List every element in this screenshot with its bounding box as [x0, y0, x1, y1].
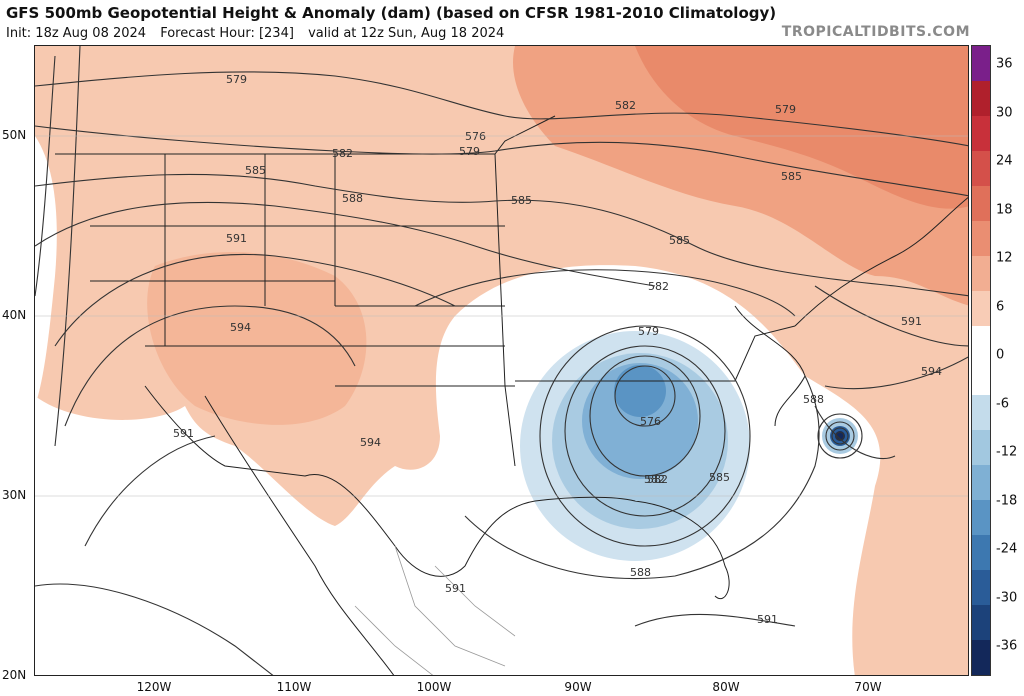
lat-label: 50N — [2, 128, 27, 142]
colorbar-segment — [972, 220, 990, 256]
chart-subtitle: Init: 18z Aug 08 2024 Forecast Hour: [23… — [6, 26, 514, 41]
contour-label: 582 — [615, 99, 636, 112]
colorbar-label: -18 — [996, 493, 1018, 508]
colorbar-segment — [972, 535, 990, 571]
colorbar-label: -30 — [996, 590, 1018, 605]
contour-label: 594 — [921, 365, 942, 378]
forecast-hour: Forecast Hour: [234] — [160, 26, 294, 41]
contour-label: 579 — [459, 145, 480, 158]
contour-label: 594 — [230, 321, 251, 334]
contour-label: 585 — [245, 164, 266, 177]
contour-label: 576 — [465, 130, 486, 143]
lat-label: 40N — [2, 308, 27, 322]
chart-title: GFS 500mb Geopotential Height & Anomaly … — [6, 4, 777, 22]
height-contours — [35, 46, 968, 675]
contour-label: 585 — [709, 471, 730, 484]
colorbar-segment — [972, 46, 990, 81]
lon-label: 110W — [276, 680, 312, 694]
west-coast-neutral — [35, 136, 57, 406]
contour-label: 591 — [757, 613, 778, 626]
colorbar-label: 12 — [996, 250, 1013, 266]
colorbar-label: -36 — [996, 638, 1018, 654]
colorbar-label: 30 — [996, 105, 1013, 120]
valid-time: valid at 12z Sun, Aug 18 2024 — [308, 26, 505, 41]
colorbar-segment — [972, 290, 990, 326]
colorbar-segment — [972, 500, 990, 536]
contour-label: 579 — [638, 325, 659, 338]
colorbar-segment — [972, 255, 990, 291]
contour-label: 594 — [360, 436, 381, 449]
colorbar-segment — [972, 430, 990, 466]
colorbar-segment — [972, 185, 990, 221]
contour-label: 591 — [445, 582, 466, 595]
lon-label: 90W — [564, 680, 592, 694]
colorbar — [971, 45, 991, 676]
source-brand: TROPICALTIDBITS.COM — [781, 24, 970, 40]
colorbar-segment — [972, 115, 990, 151]
colorbar-segment — [972, 360, 990, 396]
colorbar-label: 6 — [996, 299, 1005, 314]
colorbar-segment — [972, 570, 990, 605]
positive-anomaly-core-ne — [635, 46, 968, 209]
contour-label: 582 — [644, 473, 665, 486]
mexico-borders — [354, 545, 516, 675]
lon-label: 70W — [854, 680, 882, 694]
contour-label: 576 — [640, 415, 661, 428]
contour-label: 579 — [226, 73, 247, 86]
lat-label: 30N — [2, 488, 27, 502]
negative-anomaly-core — [614, 365, 666, 417]
colorbar-label: 18 — [996, 202, 1013, 217]
colorbar-segment — [972, 325, 990, 361]
hurricane-anomaly-core — [835, 431, 845, 441]
contour-label: 582 — [647, 473, 668, 486]
contour-labels: 579 576 579 582 585 588 591 594 582 585 … — [173, 73, 942, 626]
colorbar-label: 24 — [996, 153, 1013, 169]
lon-label: 120W — [136, 680, 172, 694]
contour-label: 582 — [332, 147, 353, 160]
graticule — [35, 135, 968, 497]
contour-label: 588 — [803, 393, 824, 406]
colorbar-segment — [972, 150, 990, 186]
colorbar-segment — [972, 605, 990, 640]
anomaly-map: 579 576 579 582 585 588 591 594 582 585 … — [34, 45, 969, 676]
colorbar-label: -6 — [996, 396, 1009, 411]
lat-label: 20N — [2, 668, 27, 682]
colorbar-label: 36 — [996, 56, 1013, 72]
contour-label: 591 — [226, 232, 247, 245]
contour-label: 585 — [781, 170, 802, 183]
colorbar-segment — [972, 80, 990, 116]
southwest-warm — [147, 252, 367, 425]
borders — [55, 115, 968, 675]
contour-label: 582 — [648, 280, 669, 293]
colorbar-segment — [972, 639, 990, 675]
lon-label: 100W — [416, 680, 452, 694]
colorbar-label: 0 — [996, 347, 1005, 363]
contour-label: 588 — [342, 192, 363, 205]
lon-label: 80W — [712, 680, 740, 694]
contour-label: 591 — [173, 427, 194, 440]
init-time: Init: 18z Aug 08 2024 — [6, 26, 147, 41]
negative-anomaly-inner — [582, 363, 698, 479]
colorbar-segment — [972, 465, 990, 501]
contour-label: 591 — [901, 315, 922, 328]
map-canvas: 579 576 579 582 585 588 591 594 582 585 … — [35, 46, 968, 675]
contour-label: 579 — [775, 103, 796, 116]
colorbar-label: -24 — [996, 541, 1018, 557]
colorbar-label: -12 — [996, 444, 1018, 460]
contour-label: 588 — [630, 566, 651, 579]
contour-label: 585 — [511, 194, 532, 207]
contour-label: 585 — [669, 234, 690, 247]
colorbar-segment — [972, 395, 990, 431]
